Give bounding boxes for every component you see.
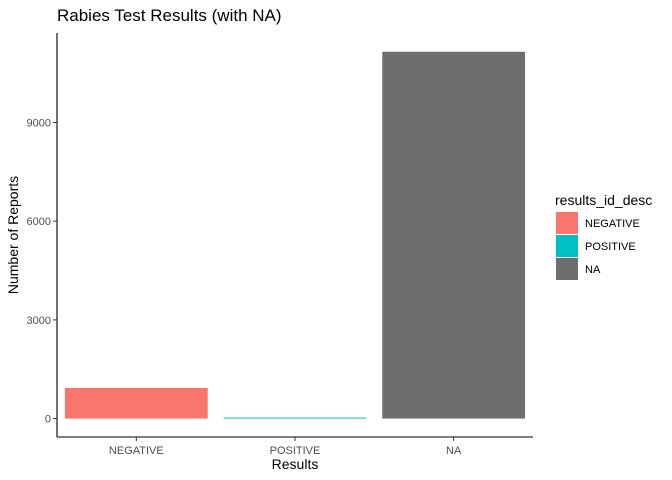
y-tick-label: 6000 (27, 216, 51, 228)
y-tick-label: 9000 (27, 117, 51, 129)
x-axis-title: Results (272, 456, 319, 472)
legend-title: results_id_desc (555, 192, 652, 208)
legend-swatch-na (556, 258, 578, 280)
x-tick-label: NEGATIVE (109, 445, 164, 457)
bar-na (382, 51, 526, 419)
legend-label: NA (585, 264, 601, 276)
legend-label: NEGATIVE (585, 218, 640, 230)
legend-label: POSITIVE (585, 241, 636, 253)
chart-title: Rabies Test Results (with NA) (57, 6, 282, 25)
x-tick-label: NA (446, 445, 462, 457)
y-axis: 0 3000 6000 9000 (27, 117, 57, 426)
x-tick-label: POSITIVE (270, 445, 321, 457)
y-tick-label: 0 (45, 414, 51, 426)
bar-positive (223, 417, 367, 419)
bar-negative (64, 387, 208, 419)
x-axis: NEGATIVE POSITIVE NA (109, 437, 462, 457)
legend-swatch-positive (556, 235, 578, 257)
legend: results_id_desc NEGATIVE POSITIVE NA (555, 192, 652, 280)
plot-area (64, 51, 526, 419)
legend-swatch-negative (556, 212, 578, 234)
y-tick-label: 3000 (27, 315, 51, 327)
y-axis-title: Number of Reports (5, 176, 21, 294)
